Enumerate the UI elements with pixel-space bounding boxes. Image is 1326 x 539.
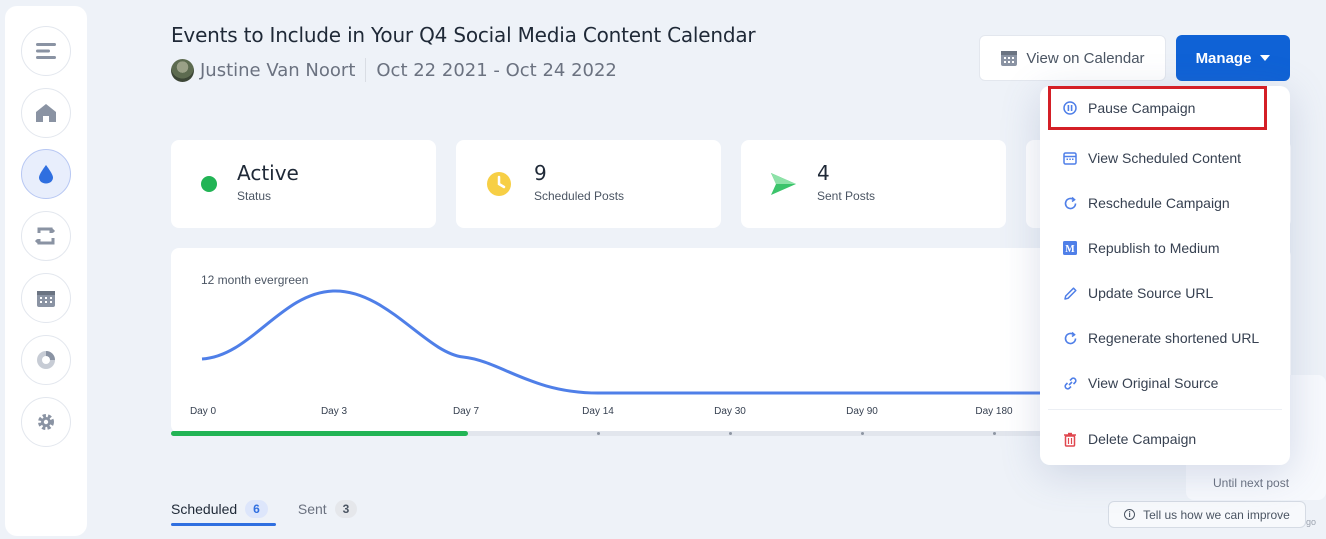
post-tabs: Scheduled 6 Sent 3: [171, 500, 358, 526]
sidebar: [5, 6, 87, 536]
divider: [365, 58, 367, 82]
tab-label: Scheduled: [171, 501, 238, 517]
medium-icon: M: [1062, 240, 1078, 256]
stat-value: 4: [817, 161, 830, 185]
menu-item-label: View Scheduled Content: [1088, 150, 1242, 166]
menu-item-view-scheduled-content[interactable]: View Scheduled Content: [1040, 138, 1290, 178]
manage-dropdown: Pause Campaign View Scheduled Content Re…: [1040, 86, 1290, 465]
menu-button[interactable]: [21, 26, 71, 76]
pause-icon: [1062, 100, 1078, 116]
tab-label: Sent: [297, 501, 327, 517]
progress-track: [171, 431, 1051, 436]
stat-label: Status: [237, 189, 272, 203]
menu-item-label: Republish to Medium: [1088, 240, 1220, 256]
view-on-calendar-label: View on Calendar: [1026, 49, 1145, 67]
recycle-icon: [35, 227, 56, 245]
caret-down-icon: [1260, 55, 1271, 61]
stat-label: Sent Posts: [817, 189, 876, 203]
clock-icon: [487, 172, 511, 196]
menu-item-label: Update Source URL: [1088, 285, 1214, 301]
feedback-button[interactable]: i Tell us how we can improve: [1108, 501, 1306, 528]
track-dot: [729, 432, 732, 435]
svg-text:M: M: [1065, 244, 1075, 255]
drop-icon: [39, 165, 53, 184]
tab-scheduled[interactable]: Scheduled 6: [171, 500, 276, 526]
refresh-icon: [1062, 330, 1078, 346]
menu-item-view-original-source[interactable]: View Original Source: [1040, 363, 1290, 403]
chart-line: [201, 289, 1291, 395]
x-tick-label: Day 90: [846, 406, 878, 417]
menu-item-republish-to-medium[interactable]: M Republish to Medium: [1040, 228, 1290, 268]
trash-icon: [1062, 431, 1078, 447]
stat-card-sent: 4 Sent Posts: [741, 140, 1006, 228]
menu-item-label: Pause Campaign: [1088, 100, 1196, 116]
menu-item-pause-campaign[interactable]: Pause Campaign: [1048, 86, 1267, 130]
menu-item-label: Reschedule Campaign: [1088, 195, 1230, 211]
stat-value: Active: [237, 161, 299, 185]
calendar-button[interactable]: [21, 273, 71, 323]
info-icon: i: [1124, 509, 1136, 520]
analytics-icon: [37, 351, 55, 369]
x-tick-label: Day 3: [320, 406, 348, 417]
send-icon: [771, 173, 796, 195]
drip-campaigns-button[interactable]: [21, 149, 71, 199]
x-tick-label: Day 7: [452, 406, 480, 417]
manage-label: Manage: [1195, 49, 1252, 67]
count-badge: 3: [334, 500, 358, 518]
menu-item-update-source-url[interactable]: Update Source URL: [1040, 273, 1290, 313]
settings-button[interactable]: [21, 397, 71, 447]
menu-item-regenerate-shortened-url[interactable]: Regenerate shortened URL: [1040, 318, 1290, 358]
track-dot: [993, 432, 996, 435]
progress-fill: [171, 431, 469, 436]
track-dot: [597, 432, 600, 435]
track-dot: [861, 432, 864, 435]
active-tab-underline: [171, 523, 276, 526]
avatar: [171, 58, 194, 82]
manage-button[interactable]: Manage: [1176, 35, 1290, 81]
home-icon: [36, 104, 56, 122]
menu-item-reschedule-campaign[interactable]: Reschedule Campaign: [1040, 183, 1290, 223]
menu-item-label: View Original Source: [1088, 375, 1219, 391]
menu-icon: [36, 43, 56, 59]
menu-item-delete-campaign[interactable]: Delete Campaign: [1040, 419, 1290, 459]
home-button[interactable]: [21, 88, 71, 138]
menu-item-label: Delete Campaign: [1088, 431, 1197, 447]
x-tick-label: Day 180: [975, 406, 1013, 417]
stat-card-scheduled: 9 Scheduled Posts: [456, 140, 721, 228]
pencil-icon: [1062, 285, 1078, 301]
x-tick-label: Day 14: [582, 406, 614, 417]
cropped-text: go: [1306, 517, 1317, 527]
calendar-icon: [1062, 150, 1078, 166]
link-icon: [1062, 375, 1078, 391]
date-range: Oct 22 2021 - Oct 24 2022: [376, 59, 617, 81]
stat-card-status: Active Status: [171, 140, 436, 228]
calendar-icon: [1001, 51, 1018, 66]
calendar-icon: [37, 291, 55, 307]
menu-divider: [1048, 409, 1282, 410]
count-badge: 6: [245, 500, 268, 518]
stat-value: 9: [534, 161, 547, 185]
author-name: Justine Van Noort: [200, 59, 356, 81]
chart-title: 12 month evergreen: [201, 273, 309, 287]
gear-icon: [38, 414, 54, 430]
until-next-post-label: Until next post: [1213, 476, 1290, 490]
page-title: Events to Include in Your Q4 Social Medi…: [171, 23, 756, 47]
x-tick-label: Day 0: [189, 406, 217, 417]
campaign-meta: Justine Van Noort Oct 22 2021 - Oct 24 2…: [171, 58, 617, 82]
refresh-icon: [1062, 195, 1078, 211]
series-line: [201, 289, 1291, 395]
menu-item-label: Regenerate shortened URL: [1088, 330, 1260, 346]
x-tick-label: Day 30: [714, 406, 746, 417]
recycle-button[interactable]: [21, 211, 71, 261]
view-on-calendar-button[interactable]: View on Calendar: [979, 35, 1166, 81]
tab-sent[interactable]: Sent 3: [298, 500, 358, 526]
green-dot-icon: [201, 176, 217, 192]
stat-label: Scheduled Posts: [534, 189, 625, 203]
feedback-label: Tell us how we can improve: [1143, 507, 1290, 522]
analytics-button[interactable]: [21, 335, 71, 385]
